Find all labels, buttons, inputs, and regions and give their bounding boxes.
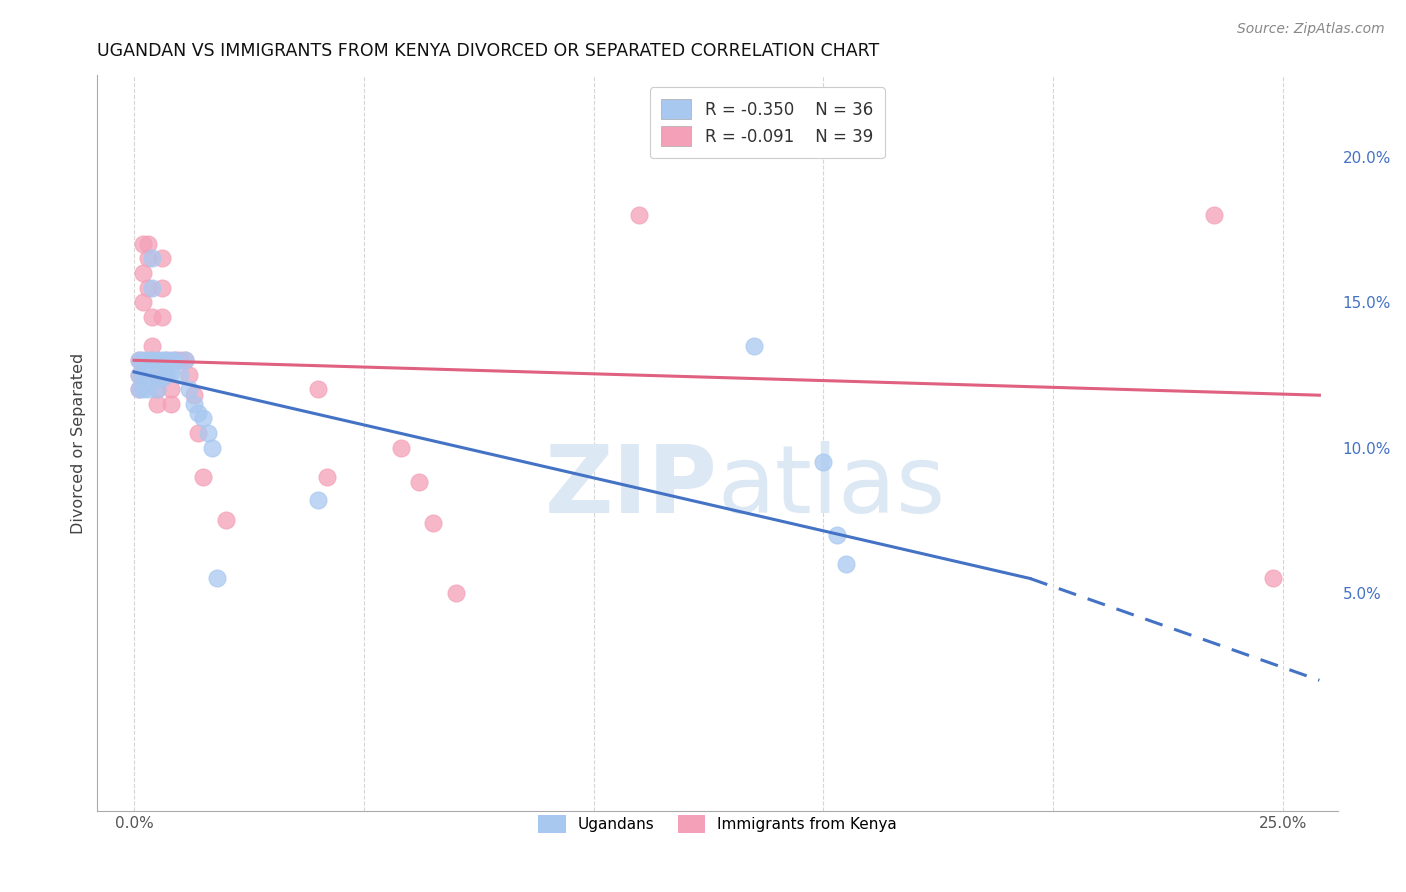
Point xyxy=(389,441,412,455)
Point xyxy=(160,353,183,368)
Point xyxy=(183,397,205,411)
Point xyxy=(141,310,163,324)
Point xyxy=(141,280,163,294)
Point xyxy=(201,441,224,455)
Point xyxy=(141,353,163,368)
Point xyxy=(408,475,430,490)
Point xyxy=(136,280,159,294)
Point xyxy=(169,353,191,368)
Point xyxy=(179,368,201,382)
Point xyxy=(155,368,177,382)
Point xyxy=(155,368,177,382)
Point xyxy=(197,425,219,440)
Point xyxy=(132,383,155,397)
Point xyxy=(169,368,191,382)
Point xyxy=(160,365,183,379)
Point xyxy=(150,353,173,368)
Point xyxy=(628,208,651,222)
Text: atlas: atlas xyxy=(717,442,946,533)
Point xyxy=(128,383,150,397)
Point xyxy=(146,397,169,411)
Point xyxy=(155,353,177,368)
Point xyxy=(128,353,150,368)
Y-axis label: Divorced or Separated: Divorced or Separated xyxy=(72,352,86,533)
Point xyxy=(128,353,150,368)
Point xyxy=(128,383,150,397)
Point xyxy=(825,528,848,542)
Point xyxy=(150,370,173,384)
Point xyxy=(165,353,187,368)
Point xyxy=(146,368,169,382)
Point xyxy=(422,516,444,531)
Point xyxy=(191,469,214,483)
Point xyxy=(146,383,169,397)
Point xyxy=(307,492,329,507)
Point xyxy=(136,353,159,368)
Point xyxy=(132,368,155,382)
Text: Source: ZipAtlas.com: Source: ZipAtlas.com xyxy=(1237,22,1385,37)
Point xyxy=(835,557,858,571)
Point xyxy=(187,425,209,440)
Text: UGANDAN VS IMMIGRANTS FROM KENYA DIVORCED OR SEPARATED CORRELATION CHART: UGANDAN VS IMMIGRANTS FROM KENYA DIVORCE… xyxy=(97,42,880,60)
Point xyxy=(160,397,183,411)
Point xyxy=(132,295,155,310)
Point xyxy=(155,353,177,368)
Point xyxy=(128,368,150,382)
Point xyxy=(191,411,214,425)
Point xyxy=(160,383,183,397)
Point xyxy=(1263,572,1285,586)
Point xyxy=(316,469,339,483)
Point xyxy=(173,353,195,368)
Point xyxy=(141,339,163,353)
Point xyxy=(183,388,205,402)
Point xyxy=(136,252,159,266)
Point xyxy=(150,280,173,294)
Point xyxy=(173,353,195,368)
Point xyxy=(813,455,835,469)
Point xyxy=(187,406,209,420)
Point xyxy=(136,236,159,251)
Point xyxy=(150,252,173,266)
Point xyxy=(205,572,228,586)
Point xyxy=(215,513,238,527)
Point xyxy=(141,252,163,266)
Point xyxy=(444,586,467,600)
Point xyxy=(136,383,159,397)
Text: ZIP: ZIP xyxy=(544,442,717,533)
Point xyxy=(146,383,169,397)
Point xyxy=(742,339,765,353)
Point xyxy=(132,236,155,251)
Point xyxy=(146,353,169,368)
Point xyxy=(307,383,329,397)
Point xyxy=(165,353,187,368)
Legend: Ugandans, Immigrants from Kenya: Ugandans, Immigrants from Kenya xyxy=(527,804,908,844)
Point xyxy=(128,368,150,382)
Point xyxy=(1202,208,1225,222)
Point xyxy=(132,353,155,368)
Point xyxy=(150,310,173,324)
Point xyxy=(179,383,201,397)
Point xyxy=(146,368,169,382)
Point xyxy=(136,368,159,382)
Point xyxy=(132,266,155,280)
Point xyxy=(141,353,163,368)
